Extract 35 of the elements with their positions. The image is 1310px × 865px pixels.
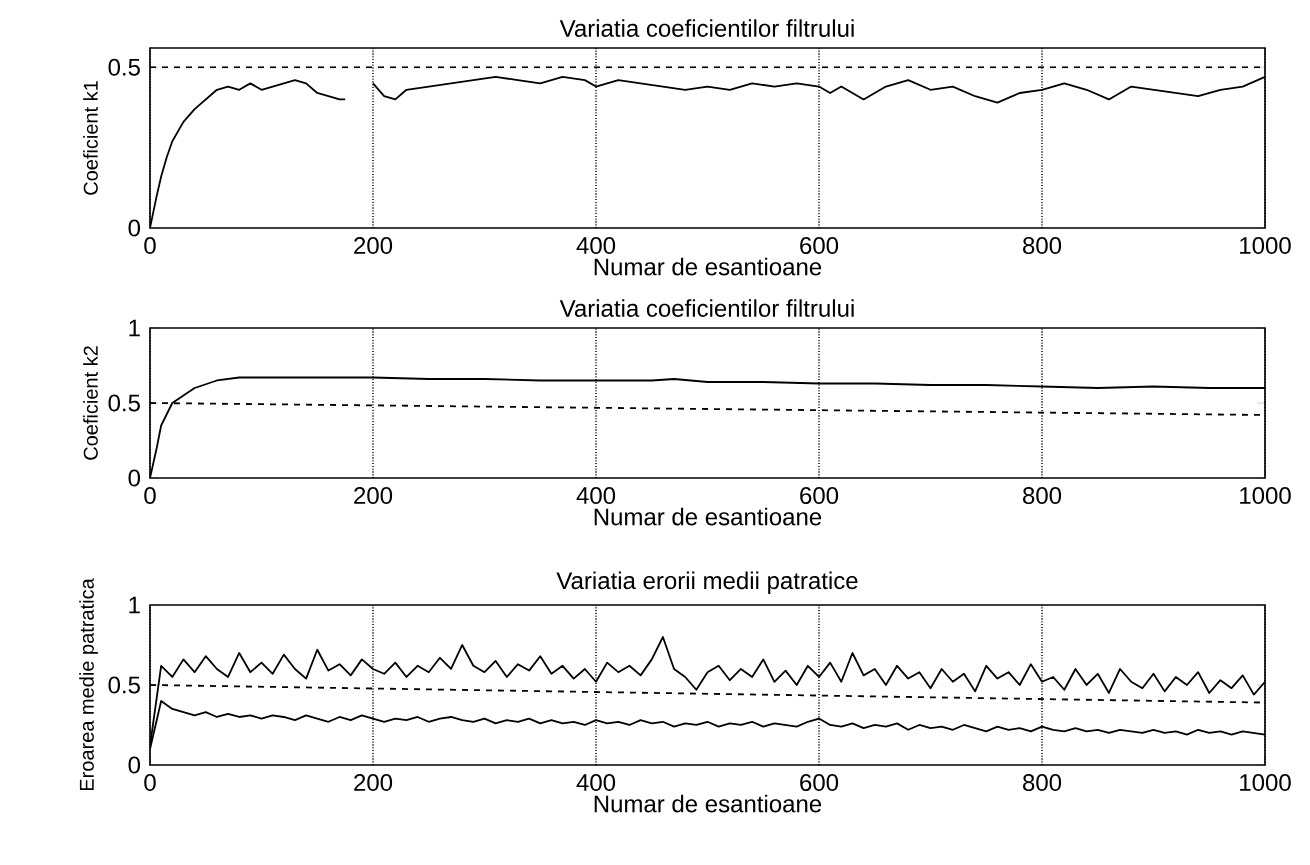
x-tick-label: 1000 <box>1240 237 1291 255</box>
y-tick-label: 0.5 <box>108 676 140 694</box>
x-tick-label: 400 <box>576 487 616 505</box>
y-axis-title: Coeficient k2 <box>83 346 98 460</box>
x-tick-label: 1000 <box>1240 487 1291 505</box>
x-tick-label: 800 <box>1023 487 1062 505</box>
x-tick-label: 0 <box>144 774 156 792</box>
x-tick-label: 600 <box>800 774 839 792</box>
y-tick-label: 0 <box>128 756 141 774</box>
chart-title: Variatia coeficientilor filtrului <box>559 299 854 317</box>
y-tick-label: 0.5 <box>108 58 140 76</box>
x-axis-title: Numar de esantioane <box>594 257 822 276</box>
x-tick-label: 600 <box>800 237 839 255</box>
x-axis-title: Numar de esantioane <box>594 794 822 813</box>
y-tick-label: 1 <box>129 596 140 614</box>
x-tick-label: 400 <box>576 237 616 255</box>
x-tick-label: 400 <box>576 774 616 792</box>
y-tick-label: 1 <box>129 319 140 337</box>
x-tick-label: 800 <box>1023 237 1062 255</box>
x-tick-label: 0 <box>144 237 156 255</box>
chart-title: Variatia coeficientilor filtrului <box>559 19 854 37</box>
x-axis-title: Numar de esantioane <box>594 507 822 526</box>
y-tick-label: 0 <box>128 469 141 487</box>
y-axis-title: Eroarea medie patratica <box>79 578 98 791</box>
x-tick-label: 800 <box>1023 774 1062 792</box>
x-tick-label: 200 <box>354 774 393 792</box>
x-tick-label: 200 <box>354 487 393 505</box>
y-axis-title: Coeficient k1 <box>83 81 98 195</box>
x-tick-label: 0 <box>144 487 156 505</box>
y-tick-label: 0 <box>128 219 141 237</box>
x-tick-label: 600 <box>800 487 839 505</box>
x-tick-label: 1000 <box>1240 774 1291 792</box>
y-tick-label: 0.5 <box>108 394 140 412</box>
chart-title: Variatia erorii medii patratice <box>556 571 858 594</box>
x-tick-label: 200 <box>354 237 393 255</box>
